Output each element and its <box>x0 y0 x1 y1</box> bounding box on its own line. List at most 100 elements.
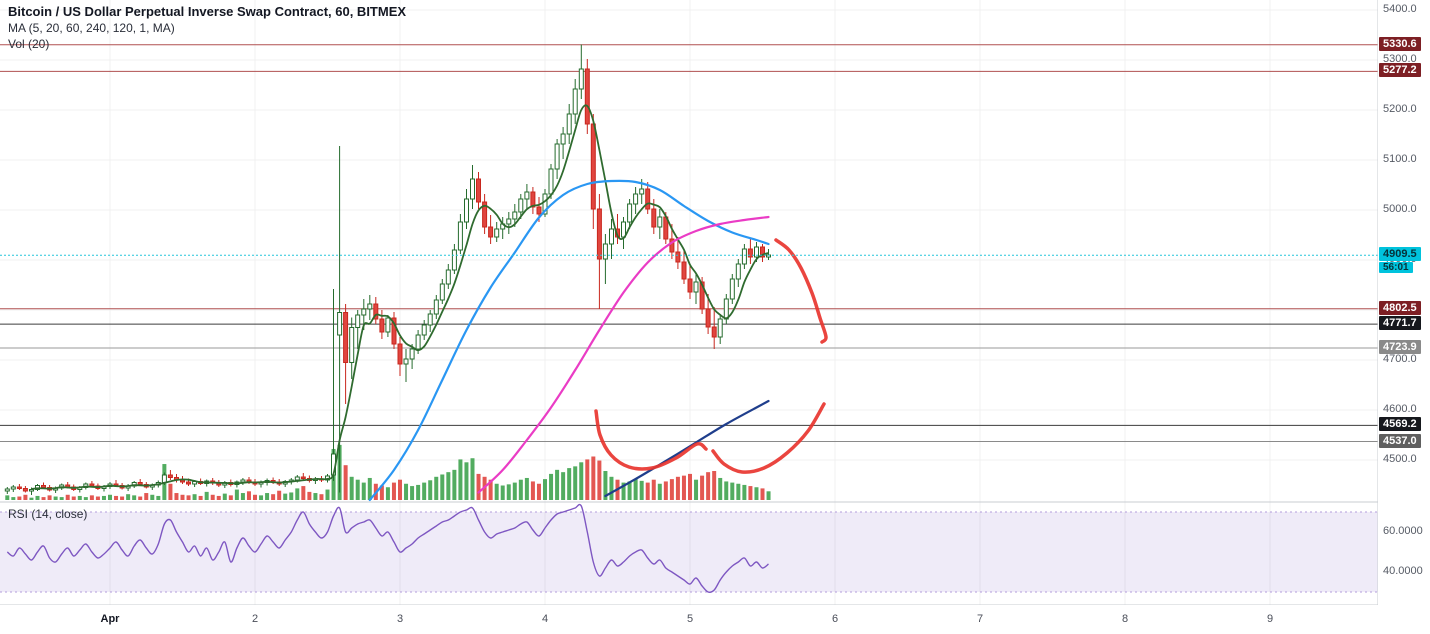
time-axis[interactable]: Apr 2 3 4 5 6 7 8 9 <box>0 605 1430 634</box>
time-label: 2 <box>251 613 259 625</box>
candle-body <box>470 178 475 200</box>
volume-bar <box>500 485 505 500</box>
candle-body <box>421 324 427 336</box>
candle-body <box>717 318 723 338</box>
red-annotation[interactable] <box>594 238 828 474</box>
volume-bar <box>307 491 312 500</box>
red-annotation-stroke[interactable] <box>711 402 826 474</box>
volume-bar <box>730 482 735 500</box>
price-level-badge: 4802.5 <box>1379 300 1421 315</box>
volume-indicator-label[interactable]: Vol (20) <box>8 37 50 51</box>
volume-bar <box>101 495 106 500</box>
volume-bar <box>120 496 125 500</box>
candle-body <box>464 198 469 223</box>
time-label: 7 <box>976 613 984 625</box>
volume-bar <box>71 496 76 500</box>
candle-body <box>572 88 578 115</box>
red-annotation-stroke[interactable] <box>594 409 708 471</box>
time-label: 4 <box>541 613 549 625</box>
candle-body <box>578 68 584 90</box>
candle-body <box>10 486 16 490</box>
volume-bar <box>681 475 686 500</box>
volume-bar <box>132 495 137 500</box>
candle-body <box>4 488 10 492</box>
volume-bar <box>17 496 22 500</box>
volume-bar <box>434 476 439 500</box>
candle-body <box>747 248 753 258</box>
time-label: 8 <box>1121 613 1129 625</box>
candle-body <box>699 281 705 310</box>
ma-indicator-label[interactable]: MA (5, 20, 60, 240, 120, 1, MA) <box>8 21 175 35</box>
volume-bar <box>59 497 64 500</box>
volume-bar <box>760 488 765 500</box>
red-annotation-stroke[interactable] <box>774 238 828 344</box>
ma-green-line <box>31 104 769 490</box>
volume-bar <box>663 481 668 500</box>
volume-bar <box>325 489 330 500</box>
volume-bar <box>410 486 415 500</box>
price-level-badge: 5277.2 <box>1379 63 1421 78</box>
candle-body <box>337 312 343 336</box>
candle-body <box>639 188 645 195</box>
price-tick: 5400.0 <box>1383 3 1417 15</box>
candle-body <box>590 123 596 210</box>
candle-body <box>355 314 361 328</box>
volume-bar <box>253 494 258 500</box>
volume-bar <box>621 482 626 500</box>
volume-bar <box>265 493 270 500</box>
candle-body <box>391 317 397 345</box>
time-label: 6 <box>831 613 839 625</box>
volume-bar <box>83 497 88 500</box>
candle-body <box>361 308 367 316</box>
volume-bar <box>198 495 203 500</box>
candle-body <box>457 221 463 251</box>
volume-bar <box>536 483 541 500</box>
rsi-tick: 60.0000 <box>1383 525 1423 537</box>
price-tick: 5300.0 <box>1383 53 1417 65</box>
candle-body <box>602 243 608 260</box>
volume-bar <box>319 494 324 500</box>
volume-bar <box>694 479 699 500</box>
volume-bar <box>530 481 535 500</box>
rsi-band <box>0 511 1378 593</box>
volume-bar <box>651 479 656 500</box>
volume-bar <box>289 492 294 500</box>
volume-bar <box>246 491 251 500</box>
rsi-line <box>6 503 769 593</box>
volume-bar <box>47 495 52 500</box>
candle-body <box>633 193 639 205</box>
candle-body <box>584 68 590 125</box>
volume-bar <box>452 469 457 500</box>
volume-bar <box>488 479 493 500</box>
candle-body <box>16 486 22 489</box>
volume-bar <box>446 472 451 500</box>
symbol-title[interactable]: Bitcoin / US Dollar Perpetual Inverse Sw… <box>8 4 407 19</box>
volume-bar <box>313 493 318 500</box>
candle-body <box>488 226 494 238</box>
volume-bar <box>754 487 759 500</box>
volume-bar <box>524 477 529 500</box>
volume-bar <box>724 481 729 500</box>
volume-bar <box>174 493 179 500</box>
price-tick: 5000.0 <box>1383 203 1417 215</box>
rsi-indicator-label[interactable]: RSI (14, close) <box>8 507 88 521</box>
candle-body <box>657 216 663 228</box>
volume-bar <box>355 479 360 500</box>
volume-bar <box>766 491 771 500</box>
candle-body <box>415 334 421 350</box>
current-price-badge: 4909.5 <box>1379 247 1421 262</box>
volume-bar <box>506 484 511 500</box>
candle-body <box>530 191 536 208</box>
candlestick-series <box>4 44 771 495</box>
price-axis[interactable]: 5400.05300.05200.05100.05000.04900.04800… <box>1378 0 1430 605</box>
candle-body <box>754 246 759 258</box>
candle-body <box>482 201 488 228</box>
candle-body <box>741 248 747 265</box>
candle-body <box>385 317 391 333</box>
legend: Bitcoin / US Dollar Perpetual Inverse Sw… <box>8 4 406 52</box>
rsi-tick: 40.0000 <box>1383 565 1423 577</box>
candle-body <box>445 269 451 285</box>
candle-body <box>433 299 439 315</box>
volume-bar <box>156 495 161 500</box>
